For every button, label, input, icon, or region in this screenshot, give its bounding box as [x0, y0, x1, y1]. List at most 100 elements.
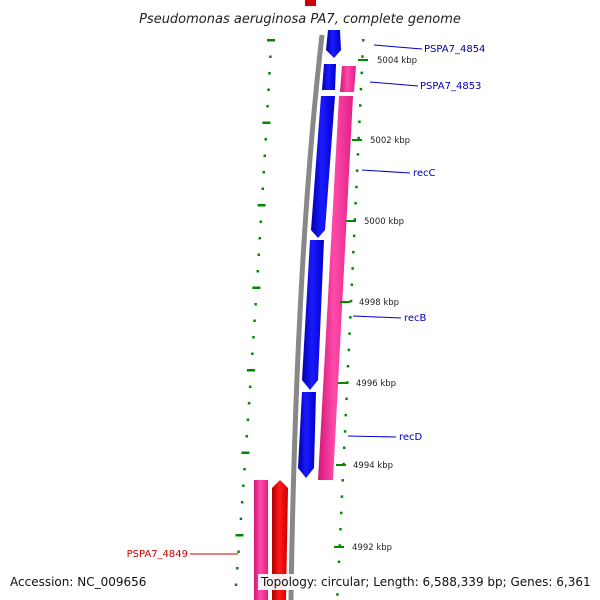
outer-ring-dot — [248, 385, 252, 388]
outer-ring-dot — [257, 204, 266, 207]
gene-arrow-pspa7-4850[interactable] — [272, 480, 288, 600]
inner-ring-dot — [353, 218, 357, 221]
genome-backbone-top — [305, 0, 316, 6]
inner-ring-dot — [358, 120, 361, 123]
outer-ring-dot — [252, 336, 255, 339]
outer-ring-dot — [253, 319, 256, 322]
axis-tick-4992: 4992 kbp — [334, 543, 392, 553]
axis-tick-5004: 5004 kbp — [358, 56, 417, 66]
label-recc[interactable]: recC — [361, 168, 436, 179]
inner-ring-dot — [343, 430, 347, 433]
outer-ring-dot — [245, 435, 248, 438]
outer-ring-dot — [258, 237, 261, 240]
inner-ring-dot — [352, 250, 355, 254]
axis-tick-4998: 4998 kbp — [340, 298, 399, 308]
label-recb[interactable]: recB — [352, 313, 427, 324]
outer-ring-dot — [262, 121, 271, 124]
tick-label-4996: 4996 kbp — [356, 379, 396, 389]
inner-ring-dot — [357, 136, 360, 140]
gene-arrow-recbcd-reverse[interactable] — [318, 96, 353, 480]
inner-ring-dot — [340, 495, 344, 498]
gene-label-recc[interactable]: recC — [413, 168, 436, 179]
label-recd[interactable]: recD — [347, 432, 423, 443]
label-pspa7-4849[interactable]: PSPA7_4849 — [127, 549, 238, 560]
outer-ring-dot — [236, 567, 239, 570]
inner-ring-dot — [356, 153, 360, 156]
inner-ring-dot — [345, 397, 348, 401]
inner-ring-dot — [360, 71, 363, 75]
outer-ring-dot — [242, 484, 245, 487]
inner-ring-dot — [344, 413, 347, 417]
inner-ring-dot — [351, 267, 354, 270]
outer-ring-dot — [269, 55, 272, 58]
inner-ring-dot — [362, 39, 365, 42]
outer-ring-dot — [261, 187, 264, 190]
outer-ring-dot — [239, 517, 243, 520]
tick-label-5000: 5000 kbp — [364, 217, 404, 227]
gene-arrow-recb[interactable] — [302, 240, 324, 390]
outer-ring-dot — [246, 418, 250, 421]
inner-ring-dot — [347, 348, 351, 352]
outer-ring-dot — [256, 270, 259, 273]
gene-arrow-pspa7-4853[interactable] — [340, 66, 356, 92]
genome-backbone — [288, 34, 325, 600]
inner-ring-dot — [359, 104, 362, 107]
map-title: Pseudomonas aeruginosa PA7, complete gen… — [139, 12, 461, 27]
outer-ring-dot — [267, 88, 270, 91]
gene-label-pspa7-4849[interactable]: PSPA7_4849 — [127, 549, 188, 560]
inner-ring-dot — [361, 55, 364, 58]
outer-ring-dot — [247, 402, 251, 405]
outer-ring-dot — [234, 583, 238, 586]
inner-ring-dot — [350, 283, 354, 286]
outer-ring-dot — [264, 138, 267, 141]
outer-ring-dot — [259, 220, 262, 223]
gene-arrow-recc[interactable] — [311, 96, 335, 238]
tick-label-4992: 4992 kbp — [352, 543, 392, 553]
gene-arrow-pspa7-4854[interactable] — [326, 30, 341, 58]
outer-ring-dot — [237, 550, 240, 553]
inner-ring-dot — [343, 446, 346, 449]
outer-ring-dot — [267, 39, 275, 42]
inner-ring-dot — [355, 169, 359, 172]
gene-label-pspa7-4853[interactable]: PSPA7_4853 — [420, 81, 481, 92]
topology-text: Topology: circular; Length: 6,588,339 bp… — [258, 574, 594, 590]
tick-label-5004: 5004 kbp — [377, 56, 417, 66]
outer-ring-dot — [240, 501, 244, 504]
inner-ring-dot — [348, 332, 351, 335]
outer-ring-dot — [252, 286, 261, 289]
accession-text: Accession: NC_009656 — [8, 574, 149, 590]
gene-label-pspa7-4854[interactable]: PSPA7_4854 — [424, 44, 485, 55]
outer-ring-dot — [262, 171, 265, 174]
gene-arrow-pspa7-4849[interactable] — [254, 480, 268, 600]
inner-dot-ring — [336, 39, 365, 596]
inner-ring-dot — [338, 544, 341, 547]
inner-ring-dot — [341, 479, 344, 482]
gene-arrow-pspa7-4853-fwd[interactable] — [322, 64, 336, 90]
outer-ring-dot — [266, 105, 269, 108]
inner-ring-dot — [346, 365, 350, 368]
gene-arrow-recd[interactable] — [298, 392, 316, 478]
label-pspa7-4854[interactable]: PSPA7_4854 — [373, 44, 485, 55]
outer-ring-dot — [241, 451, 250, 454]
inner-ring-dot — [336, 593, 339, 596]
gene-label-recd[interactable]: recD — [399, 432, 423, 443]
gene-label-recb[interactable]: recB — [404, 313, 427, 324]
axis-tick-5002: 5002 kbp — [352, 136, 410, 146]
outer-ring-dot — [243, 468, 246, 471]
inner-ring-dot — [355, 185, 358, 189]
axis-tick-4994: 4994 kbp — [336, 461, 393, 471]
outer-ring-dot — [247, 369, 255, 372]
outer-ring-dot — [251, 352, 254, 355]
inner-ring-dot — [337, 560, 341, 564]
label-pspa7-4853[interactable]: PSPA7_4853 — [369, 81, 481, 92]
inner-ring-dot — [349, 316, 352, 319]
outer-ring-dot — [268, 72, 271, 75]
tick-label-4998: 4998 kbp — [359, 298, 399, 308]
outer-ring-dot — [263, 154, 266, 157]
outer-ring-dot — [254, 303, 257, 306]
axis-tick-5000: 5000 kbp — [346, 217, 404, 227]
outer-ring-dot — [235, 534, 244, 537]
outer-dot-ring — [234, 39, 275, 586]
tick-label-4994: 4994 kbp — [353, 461, 393, 471]
